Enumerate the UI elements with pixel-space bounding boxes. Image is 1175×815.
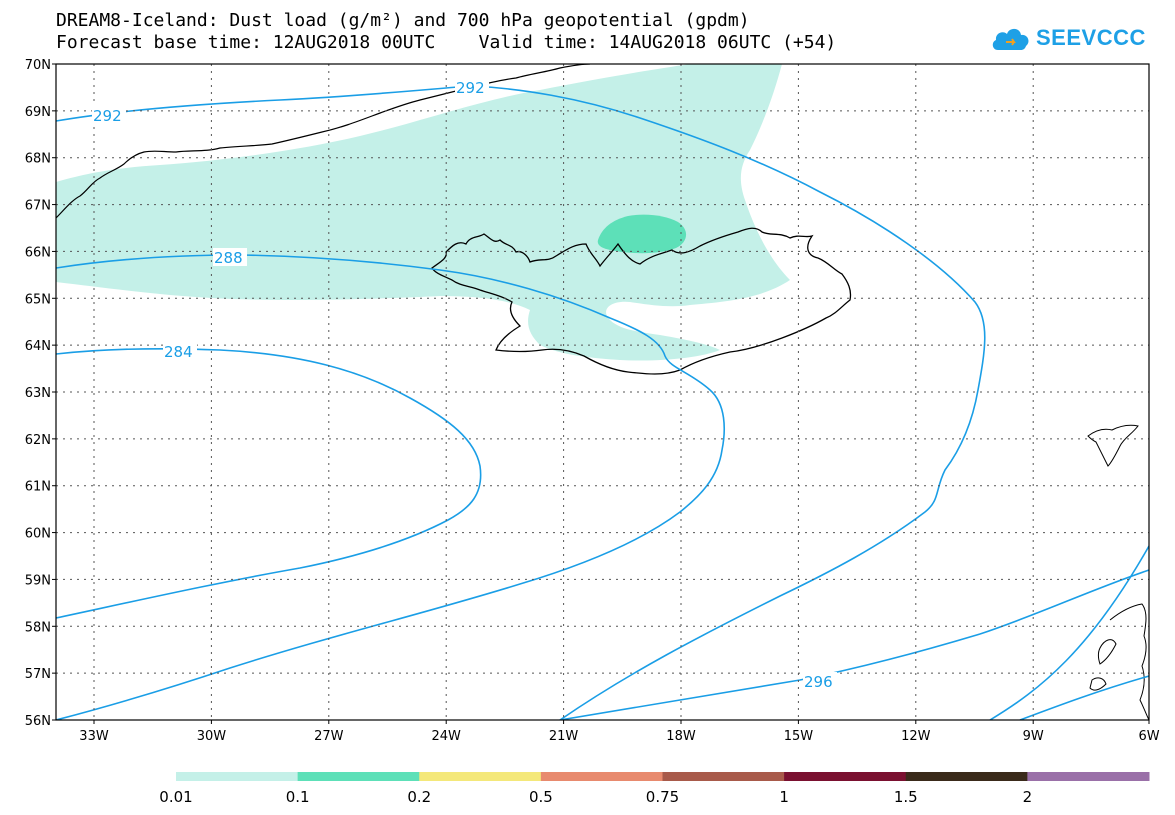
contour-label: 284: [164, 343, 193, 361]
colorbar-swatch: [540, 772, 663, 781]
lat-label: 67N: [25, 199, 51, 214]
colorbar-label: 1: [779, 788, 789, 806]
lat-label: 59N: [25, 573, 51, 588]
dust-area-low: [56, 64, 790, 361]
colorbar-label: 0.01: [159, 788, 192, 806]
lat-label: 62N: [25, 433, 51, 448]
lat-label: 60N: [25, 527, 51, 542]
contour-label: 296: [804, 673, 833, 691]
colorbar-label: 2: [1023, 788, 1033, 806]
scotland-coastline: [1089, 603, 1149, 720]
lat-label: 61N: [25, 480, 51, 495]
contour-label: 292: [456, 79, 485, 97]
colorbar-swatch: [662, 772, 785, 781]
colorbar-swatch: [297, 772, 420, 781]
iceland-coastline: [431, 227, 852, 375]
map-title: DREAM8-Iceland: Dust load (g/m²) and 700…: [56, 10, 750, 31]
colorbar-label: 0.5: [529, 788, 553, 806]
contour-label: 288: [214, 249, 243, 267]
colorbar-swatch: [1027, 772, 1150, 781]
lon-label: 18W: [666, 729, 696, 744]
lon-label: 33W: [79, 729, 109, 744]
lon-label: 24W: [431, 729, 461, 744]
lon-label: 12W: [901, 729, 931, 744]
colorbar-swatch: [419, 772, 542, 781]
colorbar-label: 1.5: [894, 788, 918, 806]
faroe-islands: [1087, 424, 1139, 467]
lat-label: 70N: [25, 58, 51, 73]
geopotential-contours: [56, 85, 1149, 720]
map-subtitle: Forecast base time: 12AUG2018 00UTC Vali…: [56, 32, 837, 53]
contour-296b: [559, 569, 1149, 720]
colorbar-swatch: [176, 772, 299, 781]
colorbar-label: 0.1: [286, 788, 310, 806]
lat-label: 58N: [25, 620, 51, 635]
colorbar-swatch: [784, 772, 907, 781]
colorbar: 0.01 0.1 0.2 0.5 0.75 1 1.5 2: [159, 772, 1150, 806]
colorbar-label: 0.75: [646, 788, 679, 806]
lat-label: 69N: [25, 105, 51, 120]
contour-292: [56, 85, 986, 720]
lon-label: 30W: [197, 729, 227, 744]
lat-label: 63N: [25, 386, 51, 401]
lat-label: 57N: [25, 667, 51, 682]
cloud-icon: [992, 28, 1029, 50]
lat-label: 68N: [25, 152, 51, 167]
lat-label: 56N: [25, 714, 51, 729]
dust-area-mid: [597, 214, 687, 254]
contour-label-group: 292 292 288 284 296: [92, 78, 837, 691]
contour-288: [56, 254, 726, 720]
contour-label: 292: [93, 107, 122, 125]
greenland-coastline: [56, 64, 591, 219]
lon-label: 15W: [784, 729, 814, 744]
lon-label: 27W: [314, 729, 344, 744]
seevccc-logo: SEEVCCC: [990, 20, 1146, 56]
logo-text: SEEVCCC: [1036, 25, 1146, 50]
lat-label: 64N: [25, 339, 51, 354]
lat-label: 66N: [25, 245, 51, 260]
lon-label: 6W: [1138, 729, 1159, 744]
lon-label: 9W: [1023, 729, 1044, 744]
lat-label: 65N: [25, 292, 51, 307]
colorbar-label: 0.2: [407, 788, 431, 806]
contour-284: [56, 348, 482, 619]
contour-296: [989, 545, 1149, 720]
lon-label: 21W: [549, 729, 579, 744]
colorbar-swatch: [905, 772, 1028, 781]
grid-lines: [56, 64, 1149, 720]
contour-300: [1019, 675, 1149, 720]
